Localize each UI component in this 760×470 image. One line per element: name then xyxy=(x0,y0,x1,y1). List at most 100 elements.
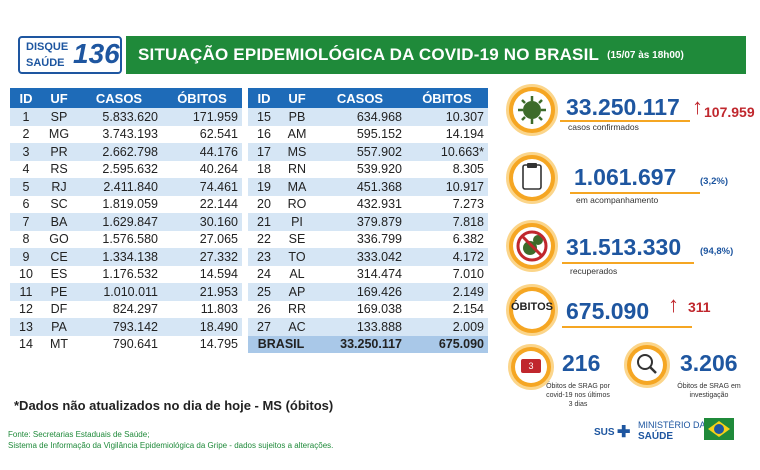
cell-id: 14 xyxy=(19,337,33,352)
cell-obitos: 7.010 xyxy=(452,267,484,282)
cell-id: 11 xyxy=(10,283,42,301)
cell-id: 5 xyxy=(10,178,42,196)
cell-uf: PA xyxy=(42,318,76,336)
table-row: 17 MS 557.902 10.663* xyxy=(248,143,488,161)
title-bar: SITUAÇÃO EPIDEMIOLÓGICA DA COVID-19 NO B… xyxy=(126,36,746,74)
cell-uf: RJ xyxy=(42,178,76,196)
srag-investigation-label: Óbitos de SRAG em investigação xyxy=(677,383,741,399)
table-row: 25 AP 169.426 2.149 xyxy=(248,283,488,301)
cell-casos: 133.888 xyxy=(314,318,406,336)
cell-uf: RS xyxy=(50,162,68,177)
cell-obitos: 10.663* xyxy=(406,143,488,161)
col-id: ID xyxy=(248,88,280,108)
col-uf: UF xyxy=(42,88,76,108)
cell-uf: TO xyxy=(280,248,314,266)
recovered-icon xyxy=(506,220,558,272)
cell-casos: 379.879 xyxy=(314,213,406,231)
table-row: 6 SC 1.819.059 22.144 xyxy=(10,196,242,214)
footnote: *Dados não atualizados no dia de hoje - … xyxy=(14,398,334,413)
table-row: 7 BA 1.629.847 30.160 xyxy=(10,213,242,231)
cell-id: 22 xyxy=(257,232,271,247)
total-row: BRASIL 33.250.117 675.090 xyxy=(248,335,488,353)
cell-casos: 557.902 xyxy=(314,143,406,161)
cell-obitos: 18.490 xyxy=(162,318,242,336)
cell-id: 26 xyxy=(257,302,271,317)
table-row: 26 RR 169.038 2.154 xyxy=(248,301,488,319)
total-obitos: 675.090 xyxy=(406,335,488,353)
table-row: 13 PA 793.142 18.490 xyxy=(10,318,242,336)
source-line-2: Sistema de Informação da Vigilância Epid… xyxy=(8,441,334,450)
cell-obitos: 14.194 xyxy=(445,127,484,142)
page-title: SITUAÇÃO EPIDEMIOLÓGICA DA COVID-19 NO B… xyxy=(138,45,600,64)
cell-uf: RO xyxy=(287,197,307,212)
plus-icon: ✚ xyxy=(617,424,631,441)
cell-casos: 3.743.193 xyxy=(102,127,158,142)
cell-obitos: 11.803 xyxy=(200,302,238,317)
table-row: 12 DF 824.297 11.803 xyxy=(10,301,242,319)
cell-obitos: 27.332 xyxy=(162,248,242,266)
table-row: 22 SE 336.799 6.382 xyxy=(248,231,488,249)
table-row: 5 RJ 2.411.840 74.461 xyxy=(10,178,242,196)
cell-id: 25 xyxy=(248,283,280,301)
deaths-value: 675.090 xyxy=(566,298,650,324)
confirmed-increase: 107.959 xyxy=(704,104,755,120)
cell-id: 18 xyxy=(257,162,271,177)
cell-casos: 539.920 xyxy=(356,162,402,177)
ministry-line-2: SAÚDE xyxy=(638,431,674,442)
cell-uf: RN xyxy=(287,162,307,177)
cell-obitos: 21.953 xyxy=(162,283,242,301)
states-table-left: ID UF CASOS ÓBITOS 1 SP 5.833.620 171.959 2 M… xyxy=(10,88,242,353)
cell-obitos: 8.305 xyxy=(452,162,484,177)
table-row: 27 AC 133.888 2.009 xyxy=(248,318,488,336)
table-row: 9 CE 1.334.138 27.332 xyxy=(10,248,242,266)
cell-casos: 432.931 xyxy=(356,197,402,212)
cell-casos: 5.833.620 xyxy=(76,108,162,126)
col-casos: CASOS xyxy=(314,88,406,108)
cell-id: 24 xyxy=(257,267,271,282)
table-row: 4 RS 2.595.632 40.264 xyxy=(10,161,242,179)
cell-uf: PB xyxy=(280,108,314,126)
cell-uf: SP xyxy=(42,108,76,126)
ministry-line-1: MINISTÉRIO DA xyxy=(638,420,706,430)
table-row: 10 ES 1.176.532 14.594 xyxy=(10,266,242,284)
monitoring-value: 1.061.697 xyxy=(574,164,677,190)
confirmed-label: casos confirmados xyxy=(568,122,639,132)
cell-obitos: 2.154 xyxy=(452,302,484,317)
table-row: 15 PB 634.968 10.307 xyxy=(248,108,488,126)
brazil-flag-icon xyxy=(704,418,734,440)
cell-uf: AP xyxy=(280,283,314,301)
cell-obitos: 62.541 xyxy=(199,127,238,142)
cell-id: 27 xyxy=(248,318,280,336)
cell-casos: 1.629.847 xyxy=(76,213,162,231)
cell-uf: PR xyxy=(42,143,76,161)
total-label: BRASIL xyxy=(248,335,314,353)
cell-casos: 1.010.011 xyxy=(76,283,162,301)
cell-uf: DF xyxy=(50,302,68,317)
recovered-label: recuperados xyxy=(570,266,618,276)
table-header-row: ID UF CASOS ÓBITOS xyxy=(10,88,242,108)
cell-id: 15 xyxy=(248,108,280,126)
cell-obitos: 14.795 xyxy=(199,337,238,352)
cell-obitos: 6.382 xyxy=(452,232,484,247)
cell-obitos: 171.959 xyxy=(162,108,242,126)
calendar-icon: 3 xyxy=(508,344,554,390)
table-row: 24 AL 314.474 7.010 xyxy=(248,266,488,284)
cell-obitos: 10.917 xyxy=(406,178,488,196)
table-row: 18 RN 539.920 8.305 xyxy=(248,161,488,179)
header: DISQUE SAÚDE 136 SITUAÇÃO EPIDEMIOLÓGICA… xyxy=(18,36,746,74)
cell-casos: 451.368 xyxy=(314,178,406,196)
table-row: 11 PE 1.010.011 21.953 xyxy=(10,283,242,301)
cell-obitos: 10.307 xyxy=(406,108,488,126)
cell-uf: SC xyxy=(50,197,68,212)
cell-obitos: 7.273 xyxy=(452,197,484,212)
col-obitos: ÓBITOS xyxy=(162,88,242,108)
cell-id: 23 xyxy=(248,248,280,266)
table-row: 2 MG 3.743.193 62.541 xyxy=(10,126,242,144)
cell-casos: 2.411.840 xyxy=(76,178,162,196)
col-obitos: ÓBITOS xyxy=(406,88,488,108)
cell-uf: RR xyxy=(287,302,307,317)
cell-uf: ES xyxy=(50,267,68,282)
cell-uf: SE xyxy=(288,232,306,247)
cell-casos: 2.595.632 xyxy=(102,162,158,177)
cell-uf: MT xyxy=(49,337,69,352)
